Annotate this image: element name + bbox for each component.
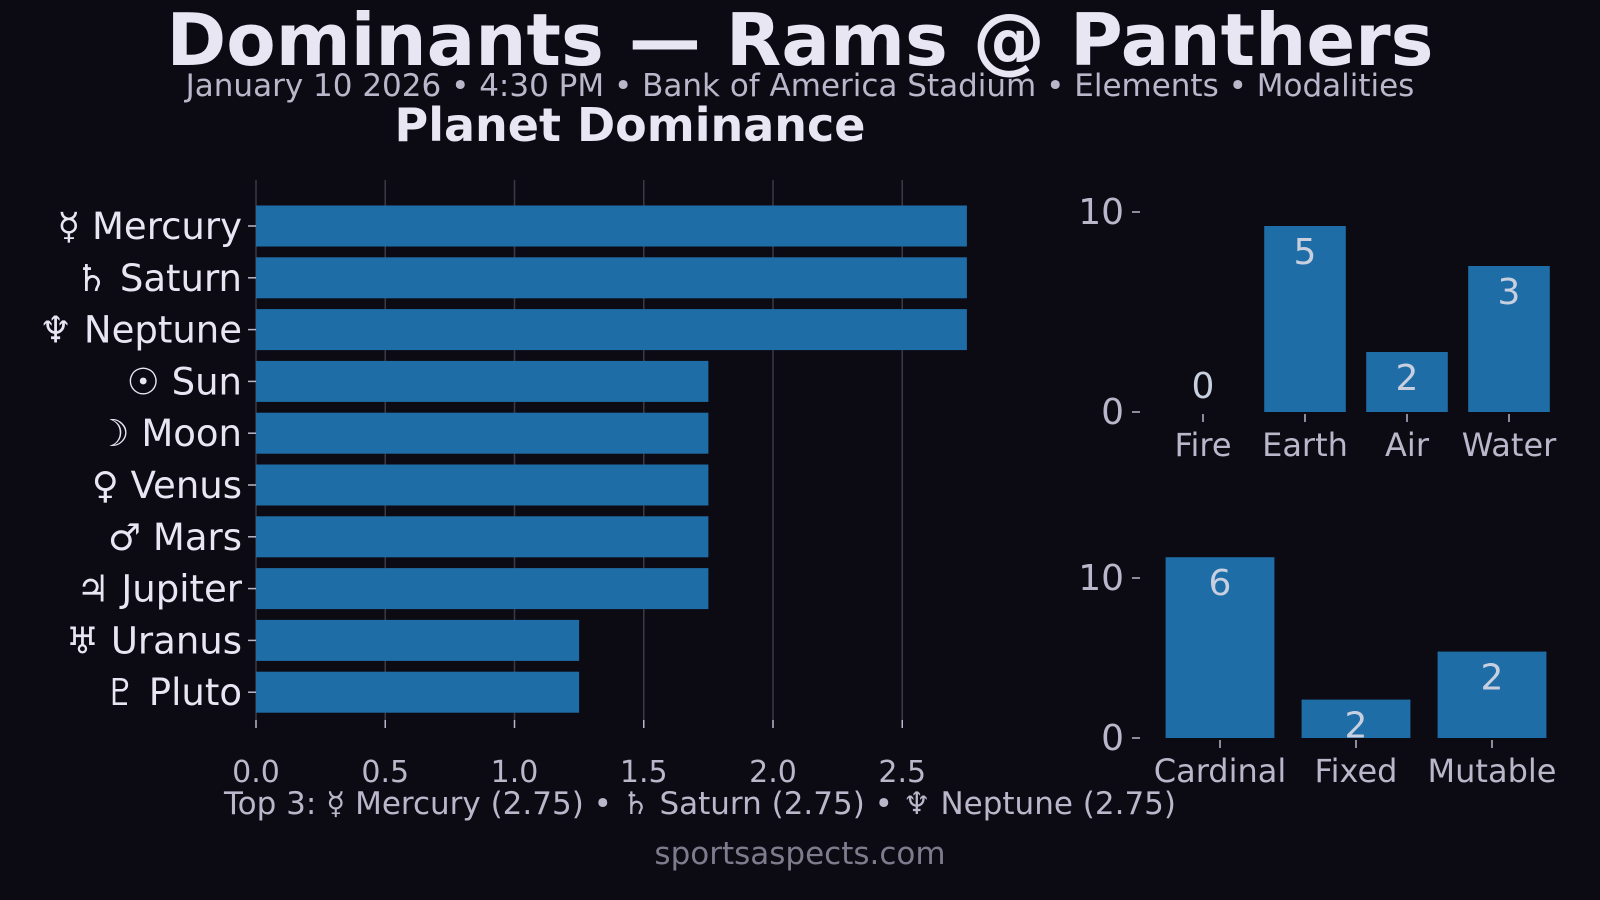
bar-value-label: 2 [1481, 658, 1504, 699]
planet-label: ♅ Uranus [66, 619, 242, 662]
category-label: Water [1462, 426, 1557, 464]
y-tick-label: 0 [1101, 718, 1124, 759]
figure-subtitle: January 10 2026 • 4:30 PM • Bank of Amer… [185, 68, 1415, 104]
bar-value-label: 3 [1498, 272, 1521, 313]
figure-title: Dominants — Rams @ Panthers [166, 0, 1434, 82]
source-watermark: sportsaspects.com [654, 836, 946, 872]
category-bar [1468, 266, 1550, 412]
category-label: Fire [1174, 426, 1231, 464]
category-bar [1264, 226, 1346, 412]
planet-dominance-chart: Planet Dominance 0.0 0.5 1.0 1.5 2.0 2.5 ☿ Merc… [39, 98, 967, 790]
planet-bar [256, 516, 709, 558]
planet-label: ♀ Venus [92, 464, 242, 507]
bar-value-label: 6 [1209, 563, 1232, 604]
category-label: Air [1385, 426, 1430, 464]
top3-summary: Top 3: ☿ Mercury (2.75) • ♄ Saturn (2.75… [224, 786, 1176, 822]
planet-label: ♄ Saturn [75, 257, 242, 300]
category-bar [1165, 557, 1275, 738]
category-label: Fixed [1315, 752, 1398, 790]
planet-label: ♃ Jupiter [76, 568, 242, 611]
x-tick-label: 1.0 [491, 755, 539, 790]
x-tick-label: 2.5 [878, 755, 926, 790]
bar-value-label: 0 [1192, 366, 1215, 407]
y-tick-label: 0 [1101, 392, 1124, 433]
category-label: Cardinal [1154, 752, 1287, 790]
bar-value-label: 5 [1294, 232, 1317, 273]
planet-bar [256, 257, 967, 299]
planet-label: ♂ Mars [108, 516, 242, 559]
bar-value-label: 2 [1396, 358, 1419, 399]
planet-label: ☽ Moon [96, 412, 242, 455]
modalities-chart: 0 10 Cardinal 6 Fixed 2 Mutable 2 [1078, 557, 1556, 790]
planet-bar [256, 412, 709, 454]
category-bar [1437, 651, 1547, 738]
planet-bar [256, 464, 709, 506]
category-label: Earth [1262, 426, 1348, 464]
planet-chart-title: Planet Dominance [395, 98, 866, 152]
y-tick-label: 10 [1078, 192, 1124, 233]
planet-label: ♆ Neptune [39, 309, 242, 352]
category-bar [1366, 352, 1448, 412]
x-tick-label: 0.0 [232, 755, 280, 790]
planet-label: ☉ Sun [127, 360, 242, 403]
bar-value-label: 2 [1345, 706, 1368, 747]
planet-bar [256, 619, 580, 661]
category-bar [1301, 699, 1411, 738]
planet-bar [256, 309, 967, 351]
y-tick-label: 10 [1078, 558, 1124, 599]
x-tick-label: 2.0 [749, 755, 797, 790]
planet-bar [256, 205, 967, 247]
planet-label: ☿ Mercury [58, 205, 242, 248]
x-tick-label: 1.5 [620, 755, 668, 790]
elements-chart: 0 10 Fire 0 Earth 5 Air 2 Water 3 [1078, 192, 1557, 464]
planet-label: ♇ Pluto [104, 671, 242, 714]
planet-bar [256, 568, 709, 610]
planet-bar [256, 671, 580, 713]
planet-bar [256, 360, 709, 402]
x-tick-label: 0.5 [361, 755, 409, 790]
category-label: Mutable [1428, 752, 1557, 790]
